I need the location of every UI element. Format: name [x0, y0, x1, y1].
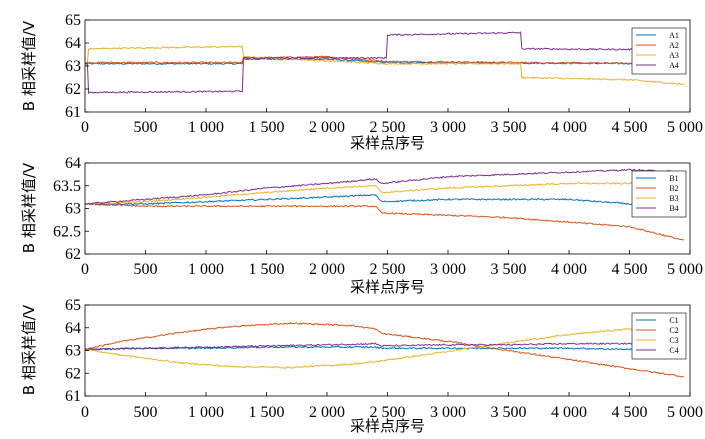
x-tick-label: 2 500 [370, 119, 406, 136]
legend-label-B3: B3 [669, 194, 678, 203]
y-tick-label: 63.5 [53, 178, 81, 195]
y-tick-label: 62.5 [53, 223, 81, 240]
x-tick-label: 4 000 [551, 261, 587, 278]
x-axis-title: 采样点序号 [350, 278, 425, 296]
x-tick-label: 1 000 [188, 261, 224, 278]
legend-label-A2: A2 [669, 41, 679, 50]
legend-frame [631, 170, 687, 218]
y-tick-label: 62 [65, 365, 81, 382]
x-tick-label: 3 000 [430, 119, 466, 136]
plot-area-frame [84, 304, 691, 397]
series-line-C2 [84, 321, 685, 378]
x-tick-label: 500 [134, 404, 158, 421]
chart-panel-1: 61 62 63 64 65 0 500 1 000 1 500 2 000 2 500 3 000 3… [20, 12, 703, 152]
x-tick-label: 2 000 [309, 404, 345, 421]
y-axis-title: B 相采样值/V [20, 304, 38, 395]
x-tick-label: 2 000 [309, 119, 345, 136]
x-tick-label: 4 500 [612, 404, 648, 421]
legend-frame [631, 312, 687, 360]
series-line-B4 [84, 168, 685, 205]
x-axis-title: 采样点序号 [350, 134, 425, 152]
series-line-A3 [84, 45, 685, 86]
x-tick-label: 1 500 [249, 404, 285, 421]
legend-frame [631, 27, 687, 75]
x-tick-label: 1 500 [249, 261, 285, 278]
y-tick-label: 64 [65, 155, 81, 172]
x-tick-label: 3 500 [491, 119, 527, 136]
series-line-A2 [84, 55, 684, 65]
x-tick-label: 4 000 [551, 119, 587, 136]
x-tick-label: 0 [81, 404, 89, 421]
y-tick-label: 61 [65, 104, 81, 121]
x-tick-label: 5 000 [667, 404, 703, 421]
series-line-B2 [84, 202, 685, 241]
y-tick-label: 63 [65, 201, 81, 218]
x-tick-label: 0 [81, 119, 89, 136]
chart-panel-2: 62 62.5 63 63.5 64 0 500 1 000 1 500 2 000 2 500 3 … [20, 155, 703, 296]
series-line-C3 [84, 326, 685, 369]
x-tick-label: 3 000 [430, 404, 466, 421]
x-tick-label: 5 000 [667, 261, 703, 278]
x-tick-label: 2 000 [309, 261, 345, 278]
x-tick-label: 500 [134, 119, 158, 136]
y-axis-title: B 相采样值/V [20, 162, 38, 253]
x-axis-title: 采样点序号 [350, 417, 425, 435]
series-line-B1 [84, 193, 685, 214]
x-tick-label: 2 500 [370, 261, 406, 278]
legend-label-B1: B1 [669, 174, 678, 183]
x-tick-label: 3 500 [491, 404, 527, 421]
legend-label-A4: A4 [669, 61, 679, 70]
x-tick-label: 3 000 [430, 261, 466, 278]
plot-area-frame [84, 162, 691, 255]
legend-label-C3: C3 [669, 336, 678, 345]
legend-label-C2: C2 [669, 326, 678, 335]
legend-label-A3: A3 [669, 51, 679, 60]
x-tick-label: 5 000 [667, 119, 703, 136]
legend-label-C1: C1 [669, 316, 678, 325]
x-tick-label: 3 500 [491, 261, 527, 278]
y-tick-label: 65 [65, 12, 81, 29]
series-line-C4 [84, 342, 685, 351]
y-tick-label: 65 [65, 297, 81, 314]
x-tick-label: 0 [81, 261, 89, 278]
y-axis-title: B 相采样值/V [20, 20, 38, 111]
x-tick-label: 1 000 [188, 404, 224, 421]
x-tick-label: 4 000 [551, 404, 587, 421]
series-line-A4 [84, 31, 685, 95]
x-tick-label: 2 500 [370, 404, 406, 421]
chart-panel-3: 61 62 63 64 65 0 500 1 000 1 500 2 000 2 500 3 000 3… [20, 297, 703, 435]
legend-label-C4: C4 [669, 346, 678, 355]
x-tick-label: 1 500 [249, 119, 285, 136]
x-tick-label: 500 [134, 261, 158, 278]
y-tick-label: 63 [65, 343, 81, 360]
series-line-B3 [84, 182, 684, 205]
legend-label-B2: B2 [669, 184, 678, 193]
y-tick-label: 64 [65, 320, 81, 337]
y-tick-label: 64 [65, 35, 81, 52]
x-tick-label: 1 000 [188, 119, 224, 136]
x-tick-label: 4 500 [612, 261, 648, 278]
y-tick-label: 62 [65, 246, 81, 263]
y-tick-label: 63 [65, 58, 81, 75]
x-tick-label: 4 500 [612, 119, 648, 136]
legend-label-B4: B4 [669, 204, 678, 213]
y-tick-label: 62 [65, 81, 81, 98]
y-tick-label: 61 [65, 388, 81, 405]
legend-label-A1: A1 [669, 31, 679, 40]
plot-area-frame [84, 19, 691, 113]
